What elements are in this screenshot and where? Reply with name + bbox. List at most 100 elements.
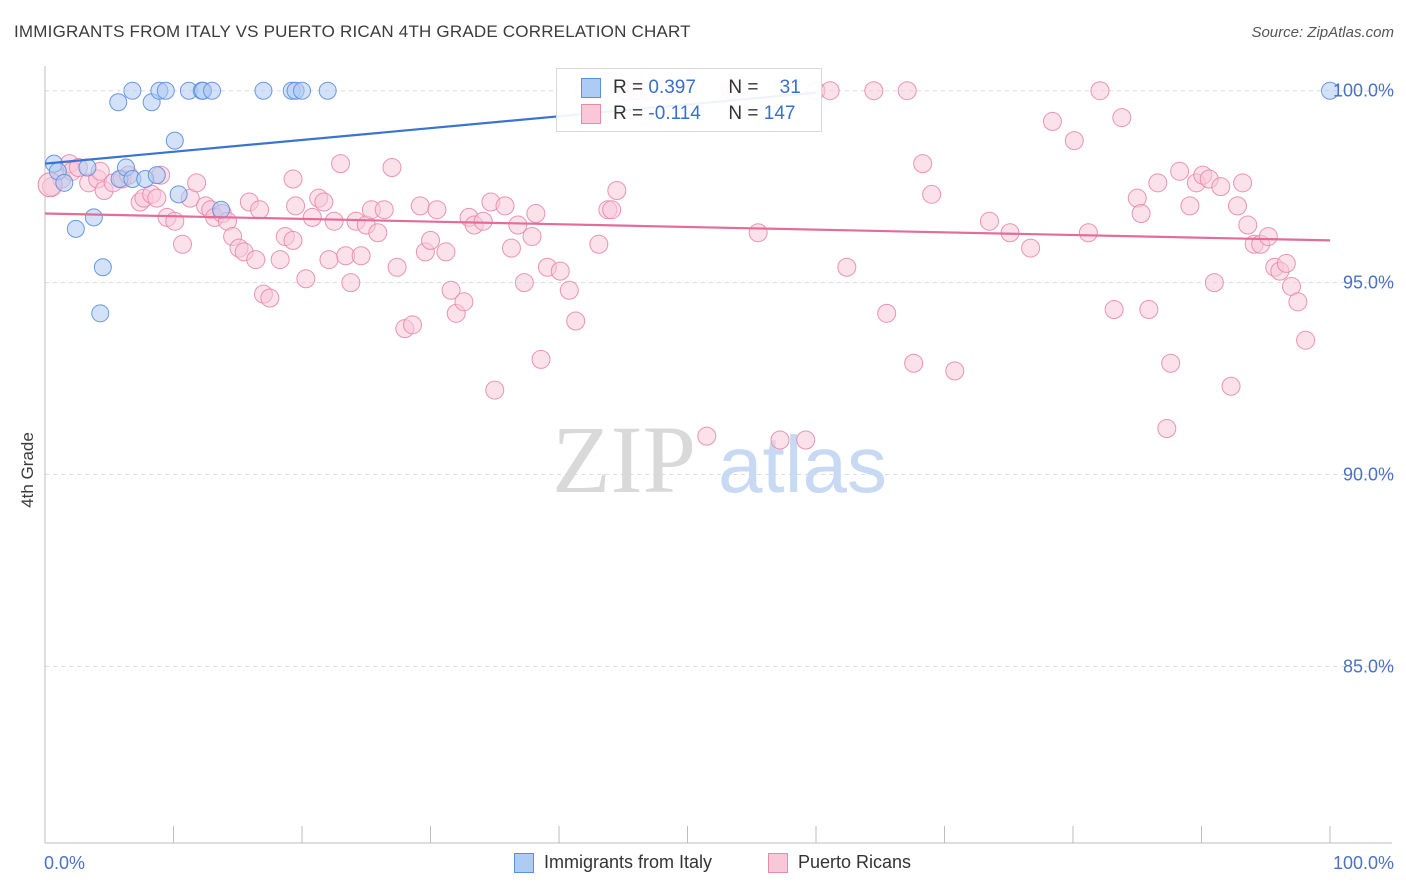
data-point [913,154,933,174]
data-point [1161,353,1181,373]
data-point [697,426,717,446]
data-point [454,292,474,312]
data-point [897,81,917,101]
data-point [1104,299,1124,319]
data-point [93,258,112,277]
y-tick-label: 100.0% [1333,81,1394,101]
data-point [1233,173,1253,193]
data-point [172,234,192,254]
data-point [820,81,840,101]
data-point [147,188,167,208]
data-point [260,288,280,308]
data-point [904,353,924,373]
data-point [147,166,166,185]
data-point [1211,177,1231,197]
y-axis-title: 4th Grade [18,432,37,508]
data-point [922,184,942,204]
legend-n-label: N = [728,77,759,98]
data-point [169,185,188,204]
data-point [91,304,110,323]
data-point [1221,376,1241,396]
legend-swatch-puerto-ricans [581,104,601,124]
data-point [203,81,222,100]
legend-label-italy: Immigrants from Italy [544,852,713,872]
data-point [501,238,521,258]
data-point [341,273,361,293]
source-label: Source: ZipAtlas.com [1251,24,1394,41]
x-tick-label: 0.0% [44,853,85,873]
data-point [331,154,351,174]
data-point [531,349,551,369]
data-point [387,257,407,277]
legend-n-value: 31 [779,77,801,98]
data-point [1276,253,1296,273]
legend-item-italy[interactable]: Immigrants from Italy [514,852,712,873]
data-point [283,230,303,250]
data-point [324,211,344,231]
data-point [485,380,505,400]
data-point [314,192,334,212]
data-point [187,173,207,193]
data-point [522,227,542,247]
data-point [877,303,897,323]
correlation-legend: R = 0.397 N = 31 R = -0.114 N = 147 [556,68,822,132]
watermark-zip: ZIP [552,406,696,513]
data-point [283,169,303,189]
data-point [1170,161,1190,181]
legend-swatch-puerto-ricans [768,852,788,873]
data-point [1042,111,1062,131]
data-point [495,196,515,216]
data-point [165,211,185,231]
legend-r-value: -0.114 [648,103,701,124]
data-point [1148,173,1168,193]
data-point [374,200,394,220]
legend-swatch-italy [581,78,601,98]
data-point [318,81,337,100]
data-point [559,280,579,300]
data-point [319,250,339,270]
data-point [351,246,371,266]
data-point [212,200,231,219]
data-point [508,215,528,235]
y-tick-label: 95.0% [1343,273,1394,293]
data-point [1064,131,1084,151]
data-point [796,430,816,450]
data-point [1021,238,1041,258]
data-point [250,200,270,220]
data-point [1131,204,1151,224]
data-point [156,81,175,100]
data-point [864,81,884,101]
data-point [1238,215,1258,235]
data-point [473,211,493,231]
tick-labels: 100.0% 95.0% 90.0% 85.0% 0.0% 100.0% [44,81,1394,873]
data-point [1258,227,1278,247]
data-point [382,157,402,177]
legend-r-label: R = [613,77,644,98]
data-point [770,430,790,450]
legend-r-value: 0.397 [648,77,696,98]
data-point [441,280,461,300]
data-point [1112,108,1132,128]
data-point [566,311,586,331]
data-point [1180,196,1200,216]
data-point [837,257,857,277]
y-tick-label: 90.0% [1343,465,1394,485]
data-point [1078,223,1098,243]
data-point [84,208,103,227]
data-point [1204,273,1224,293]
y-tick-label: 85.0% [1343,656,1394,676]
data-point [1139,299,1159,319]
legend-r-label: R = [613,103,644,124]
data-point [123,81,142,100]
data-point [979,211,999,231]
series-puerto-ricans [37,81,1316,450]
data-point [296,269,316,289]
data-point [427,200,447,220]
legend-item-puerto-ricans[interactable]: Puerto Ricans [768,852,911,873]
data-point [293,81,311,100]
data-point [1227,196,1247,216]
x-tick-label: 100.0% [1333,853,1394,873]
series-legend: Immigrants from Italy Puerto Ricans [0,852,1406,878]
trend-line-puerto-ricans [44,212,1331,242]
